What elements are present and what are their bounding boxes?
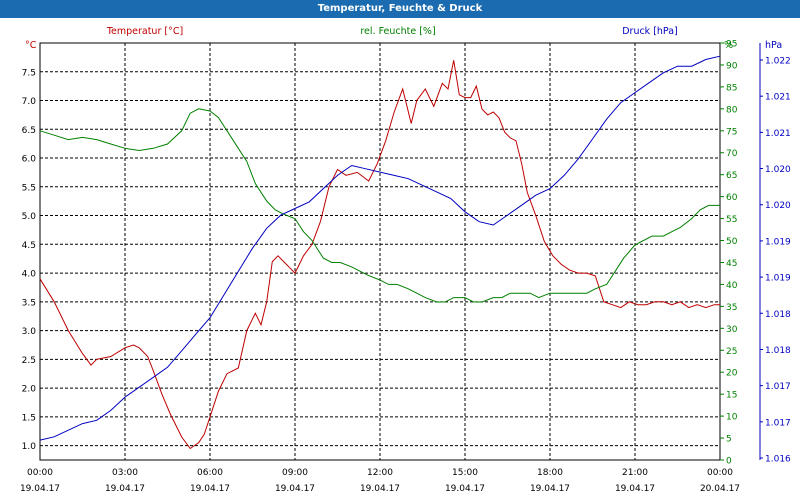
x-tick-time: 18:00 bbox=[537, 468, 563, 478]
temperature-tick-label: 4.0 bbox=[22, 270, 37, 280]
x-tick-date: 19.04.17 bbox=[105, 484, 145, 494]
pressure-tick-label: 1.020 bbox=[765, 201, 791, 211]
unit-temperature: °C bbox=[25, 40, 37, 51]
x-tick-date: 19.04.17 bbox=[615, 484, 655, 494]
unit-humidity: % bbox=[724, 40, 733, 51]
pressure-tick-label: 1.018 bbox=[765, 346, 791, 356]
temperature-tick-label: 5.0 bbox=[22, 212, 37, 222]
humidity-tick-label: 45 bbox=[726, 259, 737, 269]
temperature-tick-label: 1.5 bbox=[22, 413, 36, 423]
x-tick-date: 19.04.17 bbox=[360, 484, 400, 494]
pressure-tick-label: 1.017 bbox=[765, 418, 791, 428]
plot-frame bbox=[39, 42, 721, 461]
series-line-temperature bbox=[39, 60, 720, 450]
humidity-tick-label: 70 bbox=[726, 149, 738, 159]
pressure-tick-label: 1.021 bbox=[765, 129, 791, 139]
pressure-tick-label: 1.019 bbox=[765, 237, 791, 247]
temperature-tick-label: 3.0 bbox=[22, 327, 37, 337]
legend-temperature: Temperatur [°C] bbox=[106, 26, 183, 37]
humidity-tick-label: 50 bbox=[726, 237, 738, 247]
humidity-tick-label: 0 bbox=[726, 457, 732, 467]
x-tick-time: 00:00 bbox=[27, 468, 53, 478]
pressure-tick-label: 1.019 bbox=[765, 274, 791, 284]
temperature-tick-label: 3.5 bbox=[22, 298, 36, 308]
temperature-tick-label: 6.5 bbox=[22, 126, 36, 136]
temperature-tick-label: 4.5 bbox=[22, 241, 36, 251]
humidity-tick-label: 80 bbox=[726, 105, 738, 115]
grid bbox=[40, 43, 720, 460]
humidity-tick-label: 55 bbox=[726, 215, 737, 225]
humidity-tick-label: 20 bbox=[726, 369, 738, 379]
humidity-tick-label: 40 bbox=[726, 281, 738, 291]
series-group bbox=[39, 55, 721, 450]
humidity-tick-label: 30 bbox=[726, 325, 738, 335]
chart-title-bar: Temperatur, Feuchte & Druck bbox=[0, 0, 800, 18]
unit-pressure: hPa bbox=[765, 40, 782, 51]
series-line-humidity bbox=[39, 108, 720, 303]
x-tick-time: 09:00 bbox=[282, 468, 308, 478]
humidity-tick-label: 35 bbox=[726, 303, 737, 313]
humidity-tick-label: 5 bbox=[726, 435, 732, 445]
pressure-tick-label: 1.017 bbox=[765, 382, 791, 392]
humidity-tick-label: 25 bbox=[726, 347, 737, 357]
x-tick-time: 12:00 bbox=[367, 468, 393, 478]
temperature-tick-label: 7.0 bbox=[22, 97, 37, 107]
humidity-tick-label: 95 bbox=[726, 40, 737, 50]
legend-humidity: rel. Feuchte [%] bbox=[360, 26, 435, 37]
x-tick-date: 20.04.17 bbox=[700, 484, 740, 494]
temperature-tick-label: 7.5 bbox=[22, 68, 36, 78]
temperature-tick-label: 1.0 bbox=[22, 442, 37, 452]
humidity-tick-label: 85 bbox=[726, 83, 737, 93]
x-tick-time: 03:00 bbox=[112, 468, 138, 478]
humidity-tick-label: 65 bbox=[726, 171, 737, 181]
x-tick-time: 00:00 bbox=[707, 468, 733, 478]
x-tick-date: 19.04.17 bbox=[190, 484, 230, 494]
x-tick-time: 21:00 bbox=[622, 468, 648, 478]
legend-pressure: Druck [hPa] bbox=[622, 26, 678, 37]
pressure-tick-label: 1.022 bbox=[765, 57, 791, 67]
x-tick-time: 06:00 bbox=[197, 468, 223, 478]
humidity-tick-label: 10 bbox=[726, 413, 738, 423]
temperature-tick-label: 6.0 bbox=[22, 155, 37, 165]
pressure-tick-label: 1.021 bbox=[765, 93, 791, 103]
pressure-tick-label: 1.016 bbox=[765, 455, 791, 465]
temperature-tick-label: 5.5 bbox=[22, 183, 36, 193]
humidity-tick-label: 60 bbox=[726, 193, 738, 203]
temperature-tick-label: 2.0 bbox=[22, 385, 37, 395]
pressure-tick-label: 1.020 bbox=[765, 165, 791, 175]
axes-group: 00:00 19.04.17 03:00 19.04.17 06:00 19.04.17 0… bbox=[20, 40, 791, 495]
x-tick-date: 19.04.17 bbox=[445, 484, 485, 494]
pressure-tick-label: 1.018 bbox=[765, 310, 791, 320]
temperature-tick-label: 2.5 bbox=[22, 356, 36, 366]
x-tick-date: 19.04.17 bbox=[20, 484, 60, 494]
x-tick-date: 19.04.17 bbox=[530, 484, 570, 494]
chart-title: Temperatur, Feuchte & Druck bbox=[317, 3, 483, 14]
x-tick-date: 19.04.17 bbox=[275, 484, 315, 494]
x-tick-time: 15:00 bbox=[452, 468, 478, 478]
series-line-pressure bbox=[39, 55, 721, 441]
humidity-tick-label: 15 bbox=[726, 391, 737, 401]
humidity-tick-label: 90 bbox=[726, 61, 738, 71]
humidity-tick-label: 75 bbox=[726, 127, 737, 137]
